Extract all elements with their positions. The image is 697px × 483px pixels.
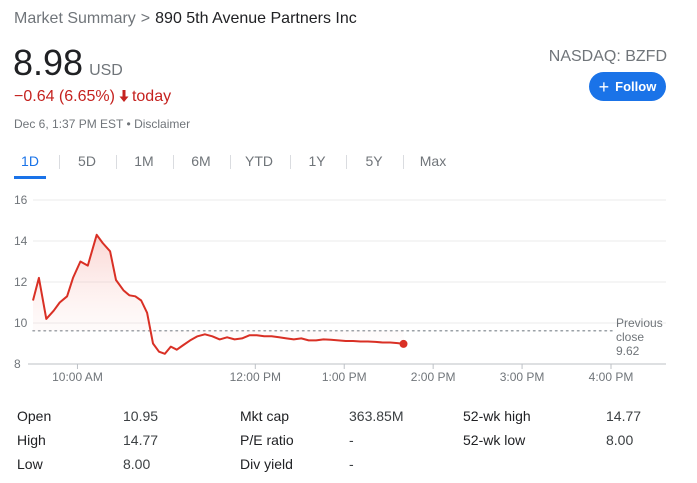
stat-label-pe-ratio: P/E ratio — [240, 432, 294, 448]
price-change: −0.64 (6.65%) today — [14, 88, 171, 106]
y-tick-label: 10 — [14, 316, 28, 330]
previous-close-label-line2: close — [616, 330, 644, 344]
stat-label-mkt-cap: Mkt cap — [240, 408, 290, 424]
bullet-separator: • — [126, 117, 131, 131]
stat-label-high: High — [17, 432, 46, 448]
quote-timestamp-row: Dec 6, 1:37 PM EST • Disclaimer — [14, 117, 190, 131]
y-tick-label: 12 — [14, 275, 28, 289]
x-tick-label: 12:00 PM — [230, 370, 281, 384]
follow-button-label: Follow — [615, 79, 657, 94]
breadcrumb-separator: > — [140, 10, 151, 27]
stat-label-low: Low — [17, 456, 43, 472]
previous-close-label-line1: Previous — [616, 316, 663, 330]
exchange-ticker: NASDAQ: BZFD — [548, 48, 667, 65]
plus-icon: + — [598, 76, 610, 97]
arrow-down-icon — [119, 90, 129, 102]
follow-button[interactable]: + Follow — [589, 72, 666, 101]
stat-label-52wk-high: 52-wk high — [463, 408, 531, 424]
stat-value-low: 8.00 — [123, 456, 151, 472]
previous-close-value: 9.62 — [616, 344, 640, 358]
x-tick-label: 3:00 PM — [500, 370, 545, 384]
x-tick-label: 1:00 PM — [322, 370, 367, 384]
y-tick-label: 16 — [14, 193, 28, 207]
y-tick-label: 14 — [14, 234, 28, 248]
tab-1y[interactable]: 1Y — [308, 153, 326, 169]
price-chart[interactable]: 16 14 12 10 8 10:00 AM 12:00 PM 1:00 PM 2:00 PM 3… — [0, 185, 697, 390]
stat-label-div-yield: Div yield — [240, 456, 293, 472]
price-row: 8.98 USD — [13, 42, 123, 84]
tab-max[interactable]: Max — [419, 153, 447, 169]
tab-separator — [173, 155, 174, 169]
breadcrumb-root-link[interactable]: Market Summary — [14, 10, 136, 27]
currency-label: USD — [89, 62, 123, 79]
tab-separator — [403, 155, 404, 169]
stat-value-open: 10.95 — [123, 408, 159, 424]
disclaimer-link[interactable]: Disclaimer — [134, 117, 191, 131]
company-name: 890 5th Avenue Partners Inc — [155, 10, 357, 27]
tab-ytd[interactable]: YTD — [245, 153, 273, 169]
stat-label-52wk-low: 52-wk low — [463, 432, 526, 448]
quote-timestamp: Dec 6, 1:37 PM EST — [14, 117, 124, 131]
tab-separator — [116, 155, 117, 169]
x-tick-label: 4:00 PM — [589, 370, 634, 384]
y-tick-label: 8 — [14, 357, 21, 371]
tab-1d[interactable]: 1D — [14, 148, 46, 179]
stat-value-pe-ratio: - — [349, 432, 354, 448]
key-stats-table: Open 10.95 High 14.77 Low 8.00 Mkt cap 3… — [0, 404, 697, 479]
price-change-value: −0.64 (6.65%) — [14, 88, 115, 105]
tab-5d[interactable]: 5D — [78, 153, 96, 169]
stat-value-52wk-low: 8.00 — [606, 432, 634, 448]
price-area-fill — [33, 234, 404, 354]
tab-6m[interactable]: 6M — [191, 153, 211, 169]
breadcrumb: Market Summary >890 5th Avenue Partners I… — [14, 10, 357, 28]
x-tick-label: 10:00 AM — [52, 370, 103, 384]
tab-separator — [290, 155, 291, 169]
stat-value-mkt-cap: 363.85M — [349, 408, 404, 424]
tab-5y[interactable]: 5Y — [365, 153, 383, 169]
time-range-tabs: 1D 5D 1M 6M YTD 1Y 5Y Max — [0, 148, 697, 179]
tab-separator — [230, 155, 231, 169]
x-tick-label: 2:00 PM — [411, 370, 456, 384]
price-line — [32, 233, 404, 355]
stat-label-open: Open — [17, 408, 52, 424]
tab-separator — [59, 155, 60, 169]
current-price: 8.98 — [13, 42, 84, 83]
stat-value-52wk-high: 14.77 — [606, 408, 642, 424]
change-period: today — [131, 88, 172, 105]
stat-value-high: 14.77 — [123, 432, 159, 448]
tab-separator — [346, 155, 347, 169]
stat-value-div-yield: - — [349, 456, 354, 472]
current-price-marker — [399, 339, 408, 348]
tab-1m[interactable]: 1M — [134, 153, 154, 169]
